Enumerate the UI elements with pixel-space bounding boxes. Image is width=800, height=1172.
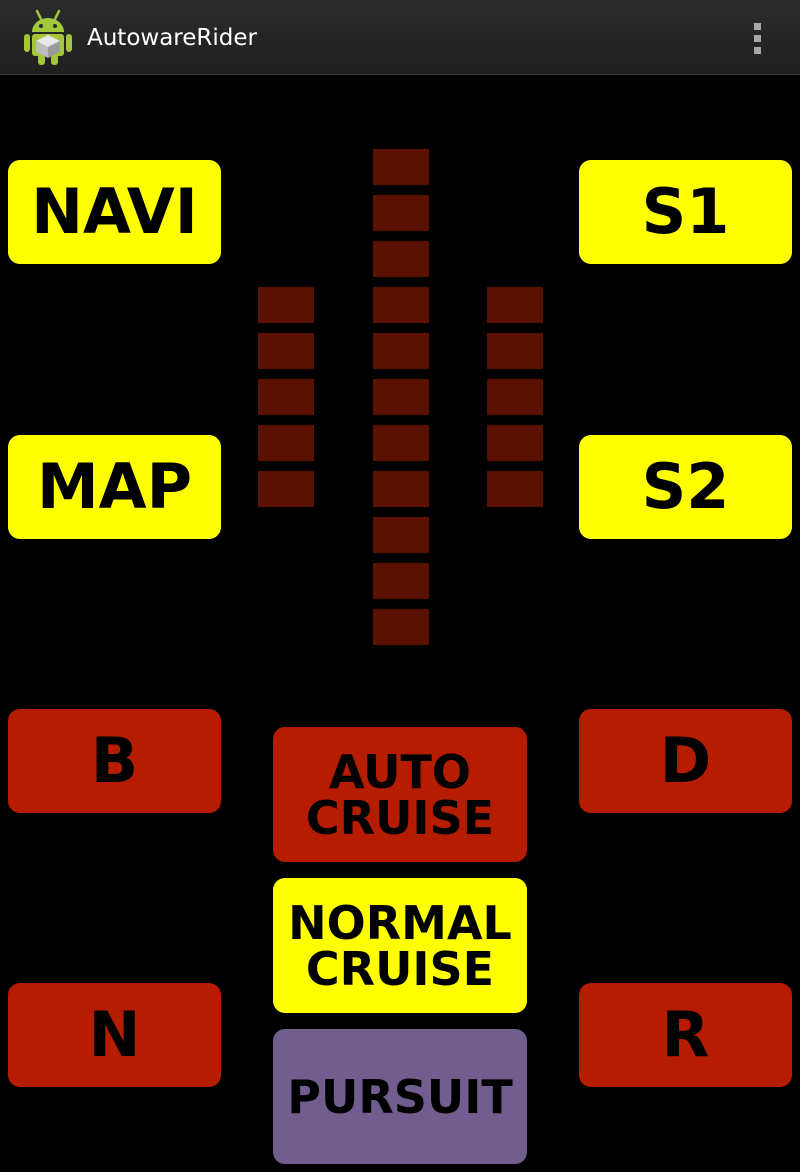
normal-cruise-button[interactable]: NORMAL CRUISE <box>273 878 527 1013</box>
s1-button[interactable]: S1 <box>579 160 792 264</box>
indicator-center-segment <box>373 333 429 369</box>
d-button[interactable]: D <box>579 709 792 813</box>
indicator-left-segment <box>258 333 314 369</box>
s2-button-label: S2 <box>641 450 730 523</box>
indicator-center-segment <box>373 287 429 323</box>
indicator-right-segment <box>487 425 543 461</box>
r-button[interactable]: R <box>579 983 792 1087</box>
indicator-center-segment <box>373 241 429 277</box>
navi-button[interactable]: NAVI <box>8 160 221 264</box>
r-button-label: R <box>661 998 710 1071</box>
indicator-center-segment <box>373 379 429 415</box>
indicator-right-segment <box>487 333 543 369</box>
n-button-label: N <box>88 998 141 1071</box>
b-button-label: B <box>90 724 139 797</box>
indicator-center-segment <box>373 195 429 231</box>
android-robot-icon <box>24 9 72 65</box>
auto-cruise-button-label: AUTO CRUISE <box>305 744 495 845</box>
indicator-center-segment <box>373 425 429 461</box>
pursuit-button[interactable]: PURSUIT <box>273 1029 527 1164</box>
b-button[interactable]: B <box>8 709 221 813</box>
indicator-center-segment <box>373 563 429 599</box>
pursuit-button-label: PURSUIT <box>287 1069 513 1124</box>
indicator-right-segment <box>487 471 543 507</box>
map-button-label: MAP <box>36 450 193 523</box>
app-title: AutowareRider <box>87 25 257 51</box>
indicator-center-segment <box>373 149 429 185</box>
overflow-menu-icon[interactable] <box>744 20 770 56</box>
indicator-right-segment <box>487 287 543 323</box>
n-button[interactable]: N <box>8 983 221 1087</box>
s1-button-label: S1 <box>641 175 730 248</box>
auto-cruise-button[interactable]: AUTO CRUISE <box>273 727 527 862</box>
indicator-left-segment <box>258 379 314 415</box>
indicator-left-segment <box>258 471 314 507</box>
indicator-center-segment <box>373 609 429 645</box>
indicator-center-segment <box>373 517 429 553</box>
navi-button-label: NAVI <box>31 175 198 248</box>
indicator-left-segment <box>258 287 314 323</box>
s2-button[interactable]: S2 <box>579 435 792 539</box>
map-button[interactable]: MAP <box>8 435 221 539</box>
indicator-left-segment <box>258 425 314 461</box>
normal-cruise-button-label: NORMAL CRUISE <box>288 895 512 996</box>
indicator-center-segment <box>373 471 429 507</box>
indicator-right-segment <box>487 379 543 415</box>
d-button-label: D <box>659 724 712 797</box>
action-bar: AutowareRider <box>0 0 800 75</box>
